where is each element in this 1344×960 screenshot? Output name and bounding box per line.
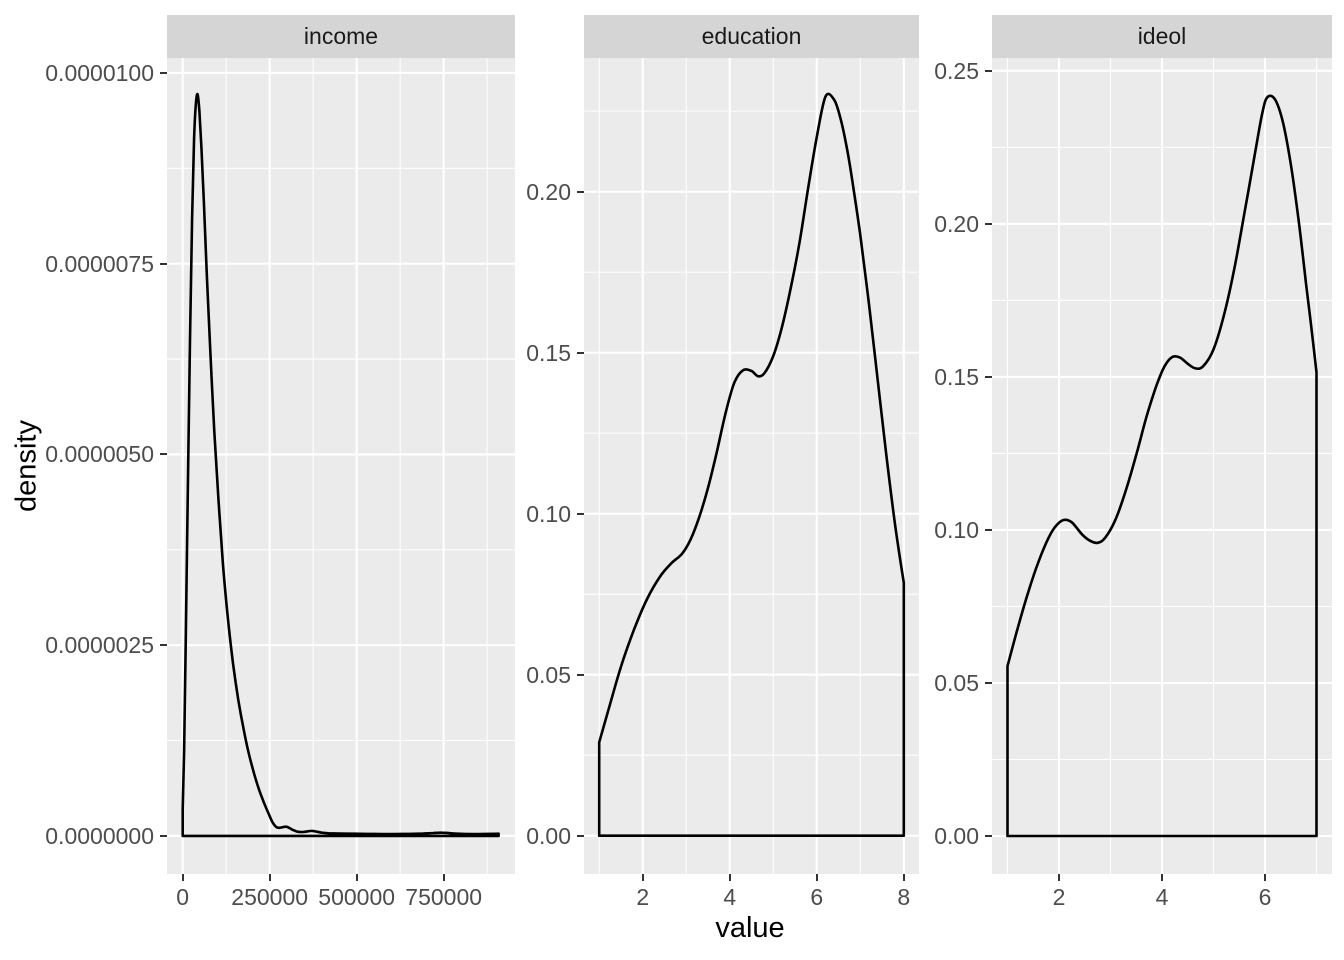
y-tick-mark <box>160 453 167 456</box>
y-tick-mark <box>577 351 584 354</box>
y-tick-label: 0.20 <box>934 210 979 237</box>
panel-plot-area-education <box>584 58 919 874</box>
y-tick-label: 0.10 <box>526 500 571 527</box>
x-tick-label: 6 <box>1258 884 1272 910</box>
x-tick-label: 750000 <box>405 884 483 910</box>
y-axis-title: density <box>10 420 43 512</box>
facet-strip-income: income <box>167 15 515 58</box>
y-tick-label: 0.05 <box>526 661 571 688</box>
y-tick-mark <box>985 69 992 72</box>
x-axis-title: value <box>715 912 785 944</box>
y-tick-mark <box>985 375 992 378</box>
y-tick-mark <box>985 528 992 531</box>
y-tick-mark <box>985 835 992 838</box>
y-tick-mark <box>160 71 167 74</box>
y-tick-mark <box>985 682 992 684</box>
y-tick-mark <box>985 222 992 225</box>
x-tick-mark <box>902 874 905 881</box>
y-tick-label: 0.0000100 <box>45 59 154 86</box>
y-tick-label: 0.00 <box>934 823 979 850</box>
y-tick-label: 0.0000000 <box>45 822 154 849</box>
x-tick-mark <box>1161 874 1163 881</box>
x-tick-mark <box>1264 874 1267 881</box>
y-tick-mark <box>577 512 584 515</box>
x-tick-mark <box>355 874 358 881</box>
density-curve-education <box>597 92 906 837</box>
x-tick-mark <box>442 874 445 881</box>
y-tick-label: 0.0000050 <box>45 441 154 468</box>
y-tick-label: 0.20 <box>526 178 571 205</box>
y-tick-label: 0.0000025 <box>45 632 154 659</box>
panel-plot-area-income <box>167 58 515 874</box>
y-tick-label: 0.25 <box>934 57 979 84</box>
y-tick-mark <box>160 262 167 265</box>
y-tick-label: 0.05 <box>934 670 979 696</box>
y-tick-mark <box>160 834 167 837</box>
y-tick-mark <box>577 834 584 837</box>
x-tick-label: 4 <box>723 884 737 910</box>
x-tick-mark <box>815 874 818 881</box>
x-tick-label: 2 <box>1052 884 1066 910</box>
y-tick-mark <box>577 190 584 193</box>
x-tick-label: 4 <box>1155 884 1169 910</box>
y-tick-mark <box>160 644 167 647</box>
x-tick-label: 8 <box>897 884 911 910</box>
y-tick-label: 0.15 <box>934 363 979 390</box>
x-tick-label: 250000 <box>231 884 309 910</box>
x-tick-mark <box>641 874 644 881</box>
density-curve-ideol <box>1006 94 1318 838</box>
x-tick-mark <box>1057 874 1060 881</box>
facet-strip-ideol: ideol <box>992 15 1332 58</box>
panel-plot-area-ideol <box>992 58 1332 874</box>
y-tick-mark <box>577 673 584 676</box>
facet-strip-education: education <box>584 15 919 58</box>
x-tick-label: 0 <box>176 884 190 910</box>
facet-strip-label: ideol <box>1137 23 1187 49</box>
y-tick-label: 0.15 <box>526 339 571 366</box>
facet-strip-label: education <box>701 23 802 49</box>
y-tick-label: 0.00 <box>526 822 571 849</box>
y-tick-label: 0.10 <box>934 516 979 543</box>
x-tick-mark <box>728 874 731 881</box>
x-tick-label: 500000 <box>318 884 396 910</box>
density-curve-income <box>181 92 500 838</box>
x-tick-label: 6 <box>810 884 824 910</box>
facet-strip-label: income <box>303 23 379 49</box>
x-tick-mark <box>181 874 184 881</box>
x-tick-mark <box>268 874 271 881</box>
y-tick-label: 0.0000075 <box>45 250 154 277</box>
x-tick-label: 2 <box>636 884 650 910</box>
